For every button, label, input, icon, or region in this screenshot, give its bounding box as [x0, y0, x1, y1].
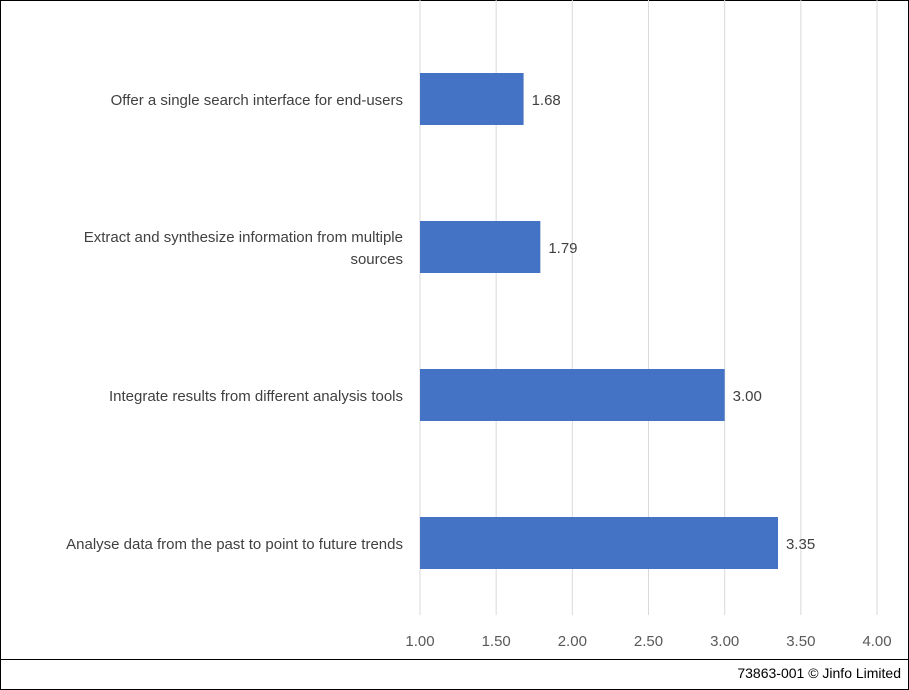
category-label: sources	[350, 251, 403, 268]
data-label: 3.00	[733, 388, 762, 405]
data-label: 1.79	[548, 240, 577, 257]
bar	[420, 73, 524, 125]
x-tick-label: 3.00	[710, 633, 739, 650]
x-tick-label: 4.00	[862, 633, 891, 650]
data-label: 3.35	[786, 536, 815, 553]
footer-divider	[0, 659, 909, 660]
x-tick-label: 2.00	[558, 633, 587, 650]
bar	[420, 517, 778, 569]
bar	[420, 369, 725, 421]
x-tick-label: 1.00	[405, 633, 434, 650]
data-label: 1.68	[532, 92, 561, 109]
x-tick-label: 1.50	[482, 633, 511, 650]
category-label: Analyse data from the past to point to f…	[66, 536, 403, 553]
category-label: Offer a single search interface for end-…	[111, 92, 403, 109]
bar	[420, 221, 541, 273]
x-tick-label: 3.50	[786, 633, 815, 650]
footer-copyright: 73863-001 © Jinfo Limited	[737, 665, 901, 681]
x-tick-label: 2.50	[634, 633, 663, 650]
category-label: Extract and synthesize information from …	[84, 229, 403, 246]
category-label: Integrate results from different analysi…	[109, 388, 403, 405]
